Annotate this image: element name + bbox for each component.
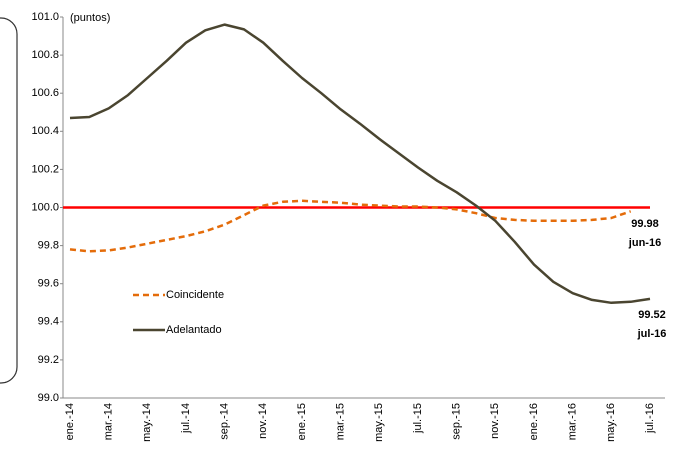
x-tick-label: nov.-15 [489, 403, 501, 439]
x-tick-label: mar.-15 [335, 403, 347, 440]
x-tick-label: jul.-15 [412, 403, 424, 434]
legend-label: Adelantado [166, 324, 222, 336]
y-tick-label: 99.6 [38, 278, 59, 290]
y-tick-label: 100.8 [31, 49, 59, 61]
x-tick-label: mar.-16 [567, 403, 579, 440]
annotation: jul-16 [637, 328, 667, 340]
y-tick-label: 100.4 [31, 125, 59, 137]
series-line [69, 199, 632, 253]
annotation: jun-16 [628, 237, 661, 249]
y-tick-label: 100.0 [31, 201, 59, 213]
x-tick-label: jul.-14 [180, 403, 192, 434]
series-line [69, 23, 651, 305]
y-tick-label: 99.8 [38, 240, 59, 252]
value-label: 99.98 [631, 218, 659, 230]
x-tick-label: may.-15 [373, 403, 385, 442]
value-label: 99.52 [638, 309, 666, 321]
y-tick-label: 99.0 [38, 392, 59, 404]
y-tick-label: 100.2 [31, 163, 59, 175]
x-tick-label: may.-14 [141, 403, 153, 442]
x-tick-label: ene.-16 [528, 403, 540, 440]
x-tick-label: ene.-15 [296, 403, 308, 440]
x-tick-label: ene.-14 [64, 403, 76, 440]
y-tick-label: 100.6 [31, 87, 59, 99]
x-tick-label: may.-16 [605, 403, 617, 442]
y-tick-label: 101.0 [31, 11, 59, 23]
legend-label: Coincidente [166, 289, 224, 301]
frame-decor [0, 17, 18, 384]
x-tick-label: jul.-16 [644, 403, 656, 434]
x-tick-label: nov.-14 [257, 403, 269, 439]
y-tick-label: 99.2 [38, 354, 59, 366]
x-tick-label: sep.-14 [219, 403, 231, 440]
unit-label: (puntos) [70, 12, 110, 24]
x-tick-label: mar.-14 [103, 403, 115, 440]
x-tick-label: sep.-15 [451, 403, 463, 440]
y-tick-label: 99.4 [38, 316, 59, 328]
